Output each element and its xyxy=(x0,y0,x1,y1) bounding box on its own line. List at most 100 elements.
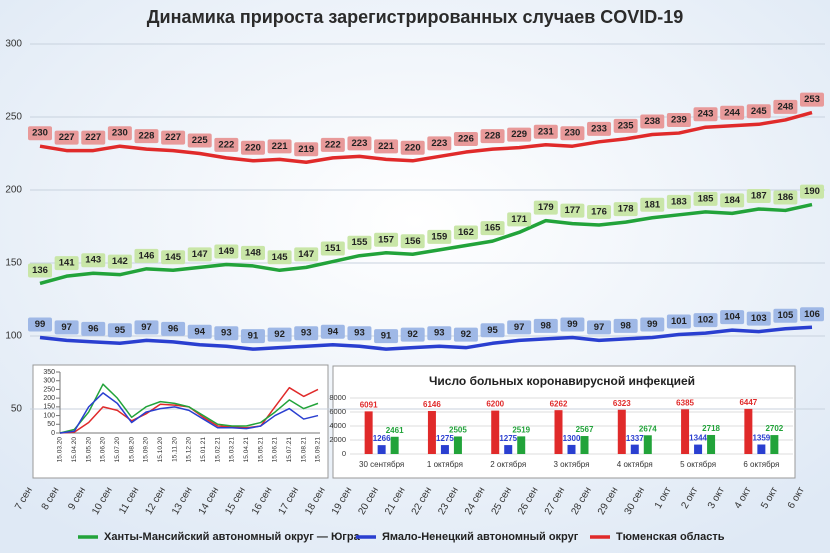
data-label-box xyxy=(640,114,665,129)
data-label: 6091 xyxy=(360,400,378,409)
data-label: 105 xyxy=(777,310,794,321)
data-label-box xyxy=(560,203,585,218)
data-label-box xyxy=(240,245,265,260)
data-label-box xyxy=(267,139,292,154)
y-tick-label: 0 xyxy=(51,430,55,437)
y-tick-label: 4000 xyxy=(329,421,346,430)
data-label: 228 xyxy=(139,131,155,142)
data-label: 185 xyxy=(698,193,715,204)
data-label-box xyxy=(320,241,345,256)
x-tick-label: 15.09.21 xyxy=(315,437,322,463)
data-label: 243 xyxy=(698,109,714,120)
bar xyxy=(580,436,589,454)
data-label-box xyxy=(28,317,52,332)
data-label: 99 xyxy=(35,319,46,330)
data-label: 227 xyxy=(165,132,181,143)
y-tick-label: 50 xyxy=(11,404,23,415)
data-label: 2702 xyxy=(765,424,783,433)
data-label: 141 xyxy=(59,258,76,269)
data-label: 253 xyxy=(804,94,820,105)
data-label: 99 xyxy=(567,319,578,330)
data-label: 230 xyxy=(564,128,580,139)
bar xyxy=(567,444,576,454)
data-label: 1344 xyxy=(689,434,707,443)
data-label-box xyxy=(214,244,239,259)
legend-label: Ямало-Ненецкий автономный округ xyxy=(382,531,579,543)
data-label-box xyxy=(107,323,132,338)
bar xyxy=(694,444,703,454)
y-tick-label: 6000 xyxy=(329,407,346,416)
data-label-box xyxy=(161,130,186,145)
data-label: 97 xyxy=(594,322,605,333)
x-tick-label: 6 октября xyxy=(743,460,779,469)
x-tick-label: 15.01.21 xyxy=(200,437,207,463)
data-label-box xyxy=(267,327,292,342)
data-label: 6200 xyxy=(486,400,504,409)
data-label: 190 xyxy=(804,186,820,197)
series-line xyxy=(39,325,813,351)
data-label-box xyxy=(800,92,824,107)
data-label: 230 xyxy=(32,128,48,139)
data-label: 186 xyxy=(777,192,793,203)
data-label: 2461 xyxy=(386,426,404,435)
data-label-box xyxy=(533,318,558,333)
data-label-box xyxy=(427,326,452,341)
data-label: 184 xyxy=(724,195,741,206)
data-label: 6146 xyxy=(423,400,441,409)
data-label-box xyxy=(613,118,638,133)
data-label: 2718 xyxy=(702,424,720,433)
data-label-box xyxy=(81,321,106,336)
data-label: 96 xyxy=(88,323,99,334)
data-label: 101 xyxy=(671,316,688,327)
data-label: 97 xyxy=(141,322,152,333)
data-label: 92 xyxy=(407,329,418,340)
data-label: 94 xyxy=(194,326,205,337)
bar xyxy=(744,408,753,454)
data-label: 98 xyxy=(620,320,631,331)
data-label-box xyxy=(560,126,585,141)
data-label-box xyxy=(54,320,79,335)
data-label: 146 xyxy=(139,250,155,261)
data-label-box xyxy=(240,140,265,155)
data-label-box xyxy=(267,250,292,265)
data-label-box xyxy=(134,320,159,335)
data-label-box xyxy=(294,142,319,157)
data-label-box xyxy=(746,104,771,119)
data-label-box xyxy=(214,137,239,152)
data-label-box xyxy=(187,247,212,262)
data-label: 187 xyxy=(751,190,767,201)
x-tick-label: 15.06.20 xyxy=(100,437,107,463)
x-tick-label: 15.04.20 xyxy=(71,437,78,463)
x-tick-label: 15.08.21 xyxy=(300,437,307,463)
data-label: 98 xyxy=(541,320,552,331)
data-label: 93 xyxy=(301,328,312,339)
data-label: 6323 xyxy=(613,399,631,408)
data-label-box xyxy=(427,229,452,244)
x-tick-label: 15.05.20 xyxy=(85,437,92,463)
data-label: 93 xyxy=(221,328,232,339)
data-label-box xyxy=(374,232,399,247)
data-label: 106 xyxy=(804,309,820,320)
y-tick-label: 100 xyxy=(5,331,22,342)
data-label: 1300 xyxy=(563,434,581,443)
data-label-box xyxy=(400,327,425,342)
data-label-box xyxy=(320,137,345,152)
data-label-box xyxy=(187,133,212,148)
data-label: 6262 xyxy=(550,399,568,408)
x-tick-label: 15.06.21 xyxy=(272,437,279,463)
data-label: 228 xyxy=(485,131,501,142)
data-label-box xyxy=(453,225,478,240)
data-label: 1337 xyxy=(626,434,644,443)
data-label: 1266 xyxy=(373,434,391,443)
data-label: 231 xyxy=(538,126,555,137)
data-label: 99 xyxy=(647,319,658,330)
inset-frame xyxy=(32,364,329,479)
bar xyxy=(390,436,399,454)
data-label: 219 xyxy=(298,144,314,155)
data-label: 2567 xyxy=(576,425,594,434)
data-label: 171 xyxy=(511,214,528,225)
data-label: 223 xyxy=(352,138,368,149)
data-label: 179 xyxy=(538,202,554,213)
y-tick-label: 200 xyxy=(43,395,55,402)
